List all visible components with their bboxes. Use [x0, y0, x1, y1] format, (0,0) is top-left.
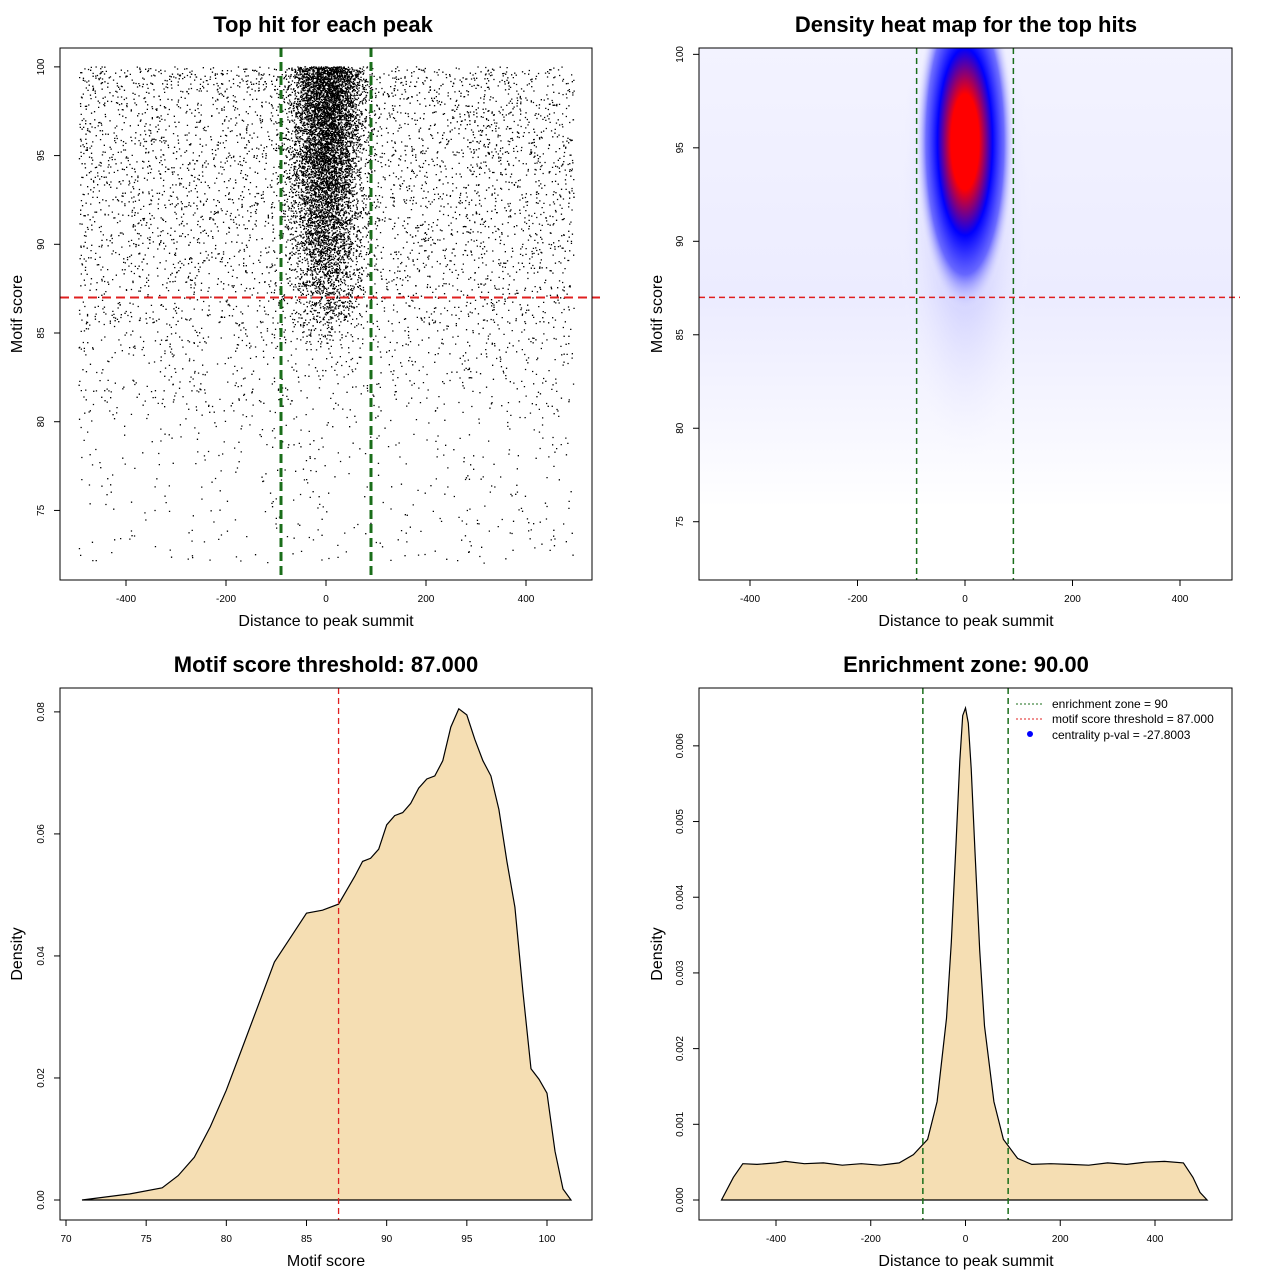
panel-title: Top hit for each peak [213, 12, 433, 37]
y-tick-label: 0.002 [675, 1036, 686, 1061]
x-tick-label: -200 [216, 594, 236, 605]
x-tick-label: -400 [740, 594, 760, 605]
y-tick-label: 90 [36, 238, 47, 250]
x-tick-label: 0 [963, 1234, 969, 1245]
reference-lines [699, 48, 1240, 580]
y-tick-label: 0.005 [675, 809, 686, 834]
y-tick-label: 0.003 [675, 960, 686, 985]
x-axis: -400 -200 0 200 400 [740, 580, 1189, 605]
x-tick-label: -400 [766, 1234, 786, 1245]
x-tick-label: 0 [962, 594, 968, 605]
x-tick-label: 400 [1172, 594, 1189, 605]
y-tick-label: 75 [36, 504, 47, 516]
y-tick-label: 0.04 [36, 946, 47, 966]
x-axis-label: Motif score [287, 1253, 365, 1270]
y-axis-label: Motif score [649, 275, 666, 353]
x-tick-label: 0 [323, 594, 329, 605]
y-axis: 75 80 85 90 95 100 [36, 58, 60, 516]
x-tick-label: 200 [418, 594, 435, 605]
y-tick-label: 0.000 [675, 1187, 686, 1212]
y-axis: 0.000 0.001 0.002 0.003 0.004 0.005 0.006 [675, 733, 699, 1213]
y-axis-label: Density [649, 927, 666, 980]
y-tick-label: 75 [675, 516, 686, 528]
x-axis-label: Distance to peak summit [878, 613, 1054, 630]
y-tick-label: 95 [36, 150, 47, 162]
panel-title: Enrichment zone: 90.00 [843, 652, 1089, 677]
panel-distance-density: Enrichment zone: 90.00 -400 -200 0 200 400 0… [649, 652, 1233, 1270]
legend: enrichment zone = 90 motif score thresho… [1016, 697, 1214, 742]
y-axis-label: Density [9, 927, 26, 980]
y-axis: 75 80 85 90 95 100 [675, 46, 699, 528]
y-tick-label: 95 [675, 142, 686, 154]
scatter-points [78, 66, 575, 564]
x-tick-label: 400 [1147, 1234, 1164, 1245]
x-tick-label: 85 [301, 1234, 313, 1245]
panel-title: Density heat map for the top hits [795, 12, 1137, 37]
heatmap-field [699, 48, 1232, 508]
y-tick-label: 0.004 [675, 884, 686, 909]
panel-scatter: Top hit for each peak -400 -200 0 200 400 75… [9, 12, 600, 630]
reference-lines [60, 48, 600, 580]
y-tick-label: 100 [675, 46, 686, 63]
panel-score-density: Motif score threshold: 87.000 70 75 80 85 90… [9, 652, 593, 1270]
panel-heatmap: Density heat map for the top hits -400 -2… [649, 12, 1240, 630]
x-tick-label: 200 [1064, 594, 1081, 605]
legend-label: centrality p-val = -27.8003 [1052, 728, 1191, 742]
x-axis: 70 75 80 85 90 95 100 [60, 1220, 556, 1245]
y-tick-label: 80 [36, 416, 47, 428]
y-tick-label: 0.00 [36, 1190, 47, 1210]
x-tick-label: 90 [381, 1234, 393, 1245]
x-axis: -400 -200 0 200 400 [116, 580, 535, 605]
heatmap-hotspot [915, 48, 1015, 312]
density-area [81, 707, 573, 1201]
y-tick-label: 0.08 [36, 702, 47, 722]
x-tick-label: 100 [539, 1234, 556, 1245]
x-tick-label: -200 [861, 1234, 881, 1245]
legend-dot [1027, 731, 1033, 737]
x-tick-label: 400 [518, 594, 535, 605]
x-tick-label: 80 [221, 1234, 233, 1245]
y-tick-label: 0.02 [36, 1068, 47, 1088]
legend-label: enrichment zone = 90 [1052, 697, 1168, 711]
y-tick-label: 90 [675, 235, 686, 247]
x-tick-label: 75 [141, 1234, 153, 1245]
x-tick-label: -400 [116, 594, 136, 605]
y-tick-label: 85 [675, 329, 686, 341]
reference-lines [922, 688, 1009, 1220]
y-tick-label: 0.06 [36, 824, 47, 844]
x-tick-label: 200 [1052, 1234, 1069, 1245]
density-area [720, 705, 1209, 1201]
x-tick-label: 70 [60, 1234, 72, 1245]
y-tick-label: 85 [36, 327, 47, 339]
panel-title: Motif score threshold: 87.000 [174, 652, 478, 677]
y-tick-label: 0.001 [675, 1111, 686, 1136]
y-axis-label: Motif score [9, 275, 26, 353]
y-tick-label: 100 [36, 58, 47, 75]
y-tick-label: 80 [675, 422, 686, 434]
legend-label: motif score threshold = 87.000 [1052, 712, 1214, 726]
y-axis: 0.00 0.02 0.04 0.06 0.08 [36, 702, 60, 1210]
x-tick-label: -200 [847, 594, 867, 605]
plot-frame [59, 687, 593, 1221]
scatter-point [78, 66, 575, 564]
x-axis-label: Distance to peak summit [238, 613, 414, 630]
x-axis-label: Distance to peak summit [878, 1253, 1054, 1270]
x-tick-label: 95 [461, 1234, 473, 1245]
y-tick-label: 0.006 [675, 733, 686, 758]
x-axis: -400 -200 0 200 400 [766, 1220, 1164, 1245]
